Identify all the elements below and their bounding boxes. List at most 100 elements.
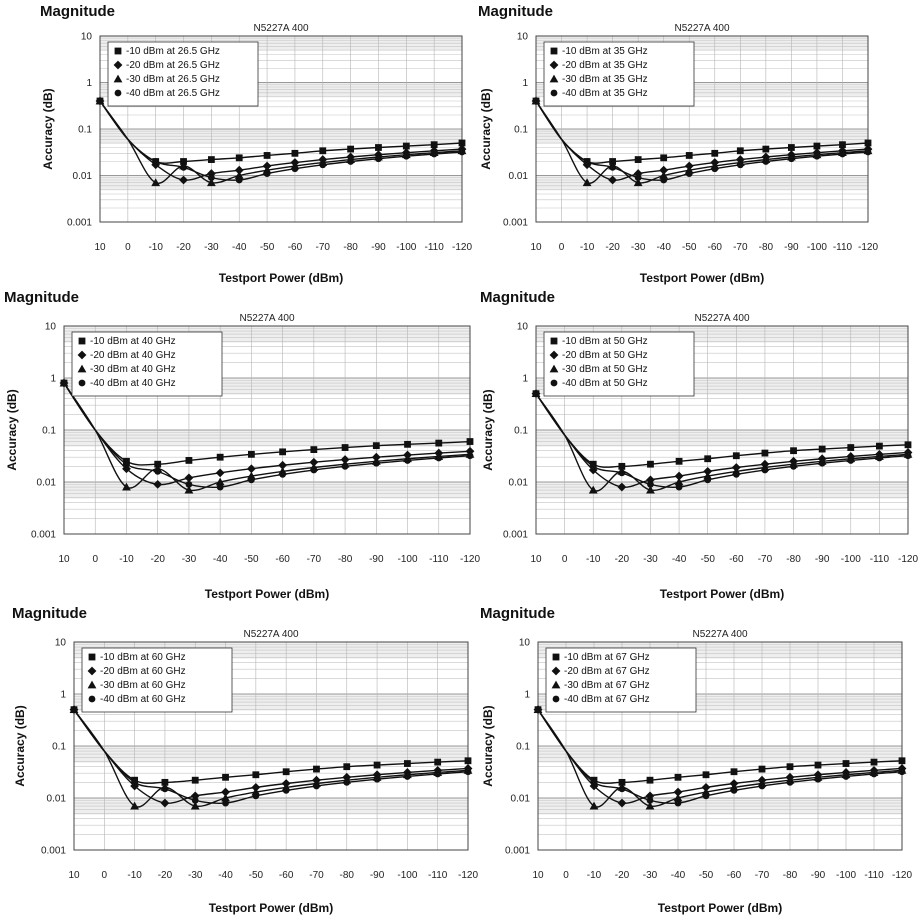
x-tick-label: -120 — [898, 554, 918, 565]
x-tick-label: -120 — [452, 242, 472, 253]
y-axis-label: Accuracy (dB) — [481, 705, 495, 786]
y-tick-label: 10 — [55, 638, 67, 649]
data-point-square — [161, 778, 169, 786]
data-point-square — [870, 758, 878, 766]
data-point-circle — [207, 174, 215, 182]
data-point-square — [814, 761, 822, 769]
x-tick-label: -120 — [458, 870, 478, 881]
data-point-square — [279, 448, 287, 456]
y-tick-label: 0.001 — [41, 846, 66, 857]
data-point-circle — [898, 768, 906, 776]
y-axis-label: Accuracy (dB) — [13, 705, 27, 786]
x-tick-label: -40 — [672, 554, 687, 565]
data-point-triangle — [633, 178, 643, 187]
data-point-square — [758, 765, 766, 773]
data-point-circle — [343, 778, 351, 786]
data-point-circle — [434, 770, 442, 778]
data-point-square — [646, 776, 654, 784]
data-point-circle — [609, 163, 617, 171]
data-point-circle — [732, 471, 740, 478]
y-tick-label: 0.01 — [509, 478, 529, 489]
data-point-square — [247, 450, 255, 458]
chart-panel-5: Magnitude N5227A 400 10 1 0.1 0.01 0.001 10 0 -10… — [12, 605, 478, 915]
x-tick-label: -50 — [260, 242, 275, 253]
data-point-square — [618, 778, 626, 786]
x-tick-label: -60 — [729, 554, 744, 565]
x-tick-label: 10 — [532, 870, 544, 881]
data-point-square — [458, 139, 466, 147]
x-tick-label: -110 — [864, 870, 884, 881]
y-tick-label: 0.1 — [52, 742, 66, 753]
data-point-circle — [532, 390, 540, 398]
x-tick-label: 0 — [92, 554, 98, 565]
data-point-circle — [758, 782, 766, 790]
x-tick-label: -80 — [340, 870, 355, 881]
y-tick-label: 0.1 — [514, 426, 528, 437]
x-tick-label: -10 — [148, 242, 163, 253]
data-point-square — [898, 757, 906, 765]
x-tick-label: 0 — [562, 554, 568, 565]
data-point-square — [282, 768, 290, 776]
data-point-diamond — [215, 468, 225, 478]
y-tick-label: 1 — [50, 374, 56, 385]
x-tick-label: -40 — [218, 870, 233, 881]
data-point-square — [790, 447, 797, 455]
data-point-square — [185, 457, 193, 464]
data-point-square — [818, 445, 826, 453]
data-point-circle — [404, 457, 411, 464]
data-point-circle — [532, 97, 540, 105]
data-point-triangle — [234, 171, 244, 179]
data-point-diamond — [617, 482, 627, 492]
x-tick-label: 0 — [125, 242, 131, 253]
x-tick-label: -30 — [204, 242, 219, 253]
legend-label: -30 dBm at 50 GHz — [562, 364, 648, 375]
legend-label: -40 dBm at 26.5 GHz — [126, 88, 220, 99]
data-point-circle — [161, 785, 169, 793]
chart-title: N5227A 400 — [253, 23, 308, 34]
legend-marker-square — [88, 653, 96, 661]
x-tick-label: 10 — [58, 554, 70, 565]
legend-label: -20 dBm at 67 GHz — [564, 666, 650, 677]
legend-label: -40 dBm at 60 GHz — [100, 694, 186, 705]
legend-marker-circle — [114, 89, 122, 97]
y-axis-label: Accuracy (dB) — [41, 88, 55, 169]
x-tick-label: -90 — [369, 554, 384, 565]
y-tick-label: 0.001 — [505, 846, 530, 857]
data-point-diamond — [617, 798, 627, 808]
data-point-circle — [761, 466, 769, 474]
data-point-circle — [464, 768, 472, 776]
data-point-circle — [842, 773, 850, 780]
data-point-circle — [787, 155, 795, 163]
x-tick-label: -50 — [700, 554, 715, 565]
data-point-circle — [674, 799, 682, 807]
x-tick-label: -110 — [833, 242, 853, 253]
data-point-circle — [647, 480, 654, 488]
chart-panel-2: Magnitude N5227A 400 10 1 0.1 0.01 0.001 10 0 -10… — [478, 3, 878, 285]
x-tick-label: -70 — [758, 554, 773, 565]
y-tick-label: 1 — [522, 78, 528, 89]
x-axis-label: Testport Power (dBm) — [205, 587, 329, 601]
chart-panel-4: Magnitude N5227A 400 10 1 0.1 0.01 0.001 10 0 -10… — [480, 289, 918, 601]
legend-marker-triangle — [549, 74, 559, 83]
data-point-circle — [685, 170, 693, 177]
data-point-circle — [70, 706, 78, 714]
x-tick-label: -30 — [643, 870, 658, 881]
x-tick-label: 0 — [559, 242, 565, 253]
x-tick-label: -100 — [841, 554, 861, 565]
x-tick-label: -120 — [892, 870, 912, 881]
data-point-circle — [403, 773, 411, 780]
x-axis-label: Testport Power (dBm) — [640, 271, 764, 285]
data-point-diamond — [309, 457, 319, 467]
plot-area — [535, 325, 909, 535]
x-tick-label: -90 — [815, 554, 830, 565]
data-point-circle — [904, 452, 912, 460]
legend-marker-diamond — [77, 350, 87, 360]
x-tick-label: -70 — [309, 870, 324, 881]
chart-title: N5227A 400 — [243, 629, 298, 640]
data-point-circle — [60, 379, 68, 387]
chart-panel-1: Magnitude N5227A 400 10 1 0.1 0.01 0.001 10 0 -10… — [40, 3, 472, 285]
data-point-circle — [291, 165, 299, 173]
data-point-diamond — [184, 473, 194, 483]
data-point-triangle — [659, 171, 669, 179]
